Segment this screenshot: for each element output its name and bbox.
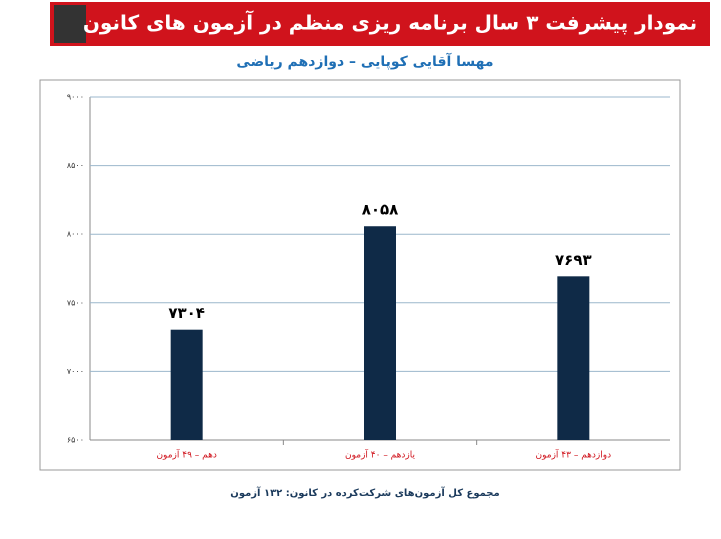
chart-frame: [39, 79, 681, 471]
bar: [557, 276, 590, 440]
x-tick-label: دهم – ۴۹ آزمون: [156, 449, 216, 461]
y-tick-label: ۸۵۰۰: [67, 161, 84, 170]
chart-subtitle: مهسا آقایی کوپایی – دوازدهم ریاضی: [236, 52, 493, 70]
bar: [364, 226, 396, 440]
data-label: ۸۰۵۸: [362, 201, 399, 219]
title-bar: [50, 2, 710, 46]
y-tick-label: ۸۰۰۰: [67, 230, 84, 239]
bar: [170, 329, 203, 440]
logo: [54, 5, 86, 43]
x-tick-label: دوازدهم – ۴۳ آزمون: [536, 449, 612, 461]
footnote: مجموع کل آزمون‌های شرکت‌کرده در کانون: ۱…: [230, 486, 499, 499]
data-label: ۷۶۹۳: [555, 251, 592, 269]
y-tick-label: ۷۵۰۰: [67, 298, 84, 307]
y-tick-label: ۹۰۰۰: [67, 93, 84, 102]
y-tick-label: ۶۵۰۰: [67, 436, 84, 445]
data-label: ۷۳۰۴: [168, 304, 205, 322]
y-tick-label: ۷۰۰۰: [67, 367, 84, 376]
chart-title: نمودار پیشرفت ۳ سال برنامه ریزی منظم در …: [83, 10, 697, 36]
x-tick-label: یازدهم – ۴۰ آزمون: [345, 449, 416, 461]
